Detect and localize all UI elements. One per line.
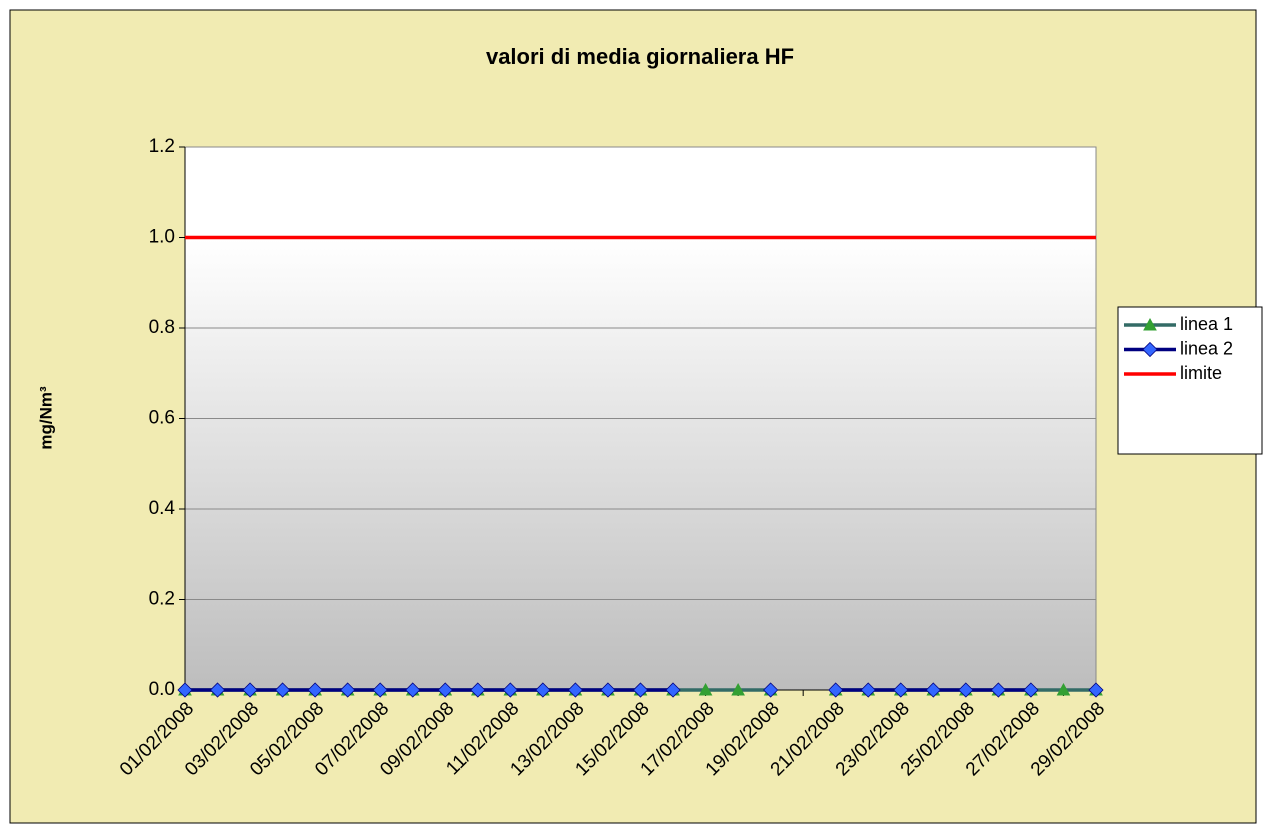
- series-marker: [698, 682, 713, 696]
- y-axis-label: mg/Nm³: [36, 386, 55, 450]
- legend: [1117, 306, 1263, 455]
- series-marker: [893, 682, 909, 698]
- legend-marker: [1143, 317, 1157, 331]
- series-marker: [1023, 682, 1039, 698]
- y-tick-label: 0.8: [149, 317, 175, 338]
- series-marker: [958, 682, 974, 698]
- series-marker: [242, 682, 258, 698]
- series-marker: [177, 682, 193, 698]
- series-marker: [1056, 682, 1071, 696]
- legend-label: linea 2: [1180, 338, 1233, 358]
- series-marker: [372, 682, 388, 698]
- series-marker: [632, 682, 649, 698]
- series-marker: [731, 682, 745, 696]
- series-marker: [437, 682, 453, 698]
- y-tick-label: 0.6: [149, 408, 175, 429]
- series-marker: [405, 682, 421, 698]
- series-marker: [763, 682, 779, 698]
- series-marker: [925, 682, 941, 698]
- y-tick-label: 0.2: [149, 589, 175, 610]
- y-tick-label: 0.0: [149, 679, 175, 700]
- series-marker: [860, 682, 876, 698]
- series-marker: [209, 682, 226, 698]
- series-marker: [665, 682, 681, 698]
- series-marker: [307, 682, 323, 698]
- series-marker: [990, 682, 1006, 698]
- series-marker: [275, 682, 291, 698]
- chart-title: valori di media giornaliera HF: [486, 44, 794, 69]
- series-marker: [1088, 682, 1104, 698]
- series-marker: [567, 682, 583, 698]
- legend-label: limite: [1180, 363, 1222, 383]
- series-marker: [502, 682, 518, 698]
- y-tick-label: 1.0: [149, 227, 175, 248]
- y-tick-label: 0.4: [149, 498, 176, 519]
- series-marker: [828, 682, 844, 698]
- legend-label: linea 1: [1180, 314, 1233, 334]
- series-marker: [600, 682, 616, 698]
- series-marker: [340, 682, 356, 698]
- legend-marker: [1142, 341, 1158, 358]
- series-marker: [470, 682, 486, 698]
- series-marker: [535, 682, 551, 698]
- y-tick-label: 1.2: [149, 136, 175, 157]
